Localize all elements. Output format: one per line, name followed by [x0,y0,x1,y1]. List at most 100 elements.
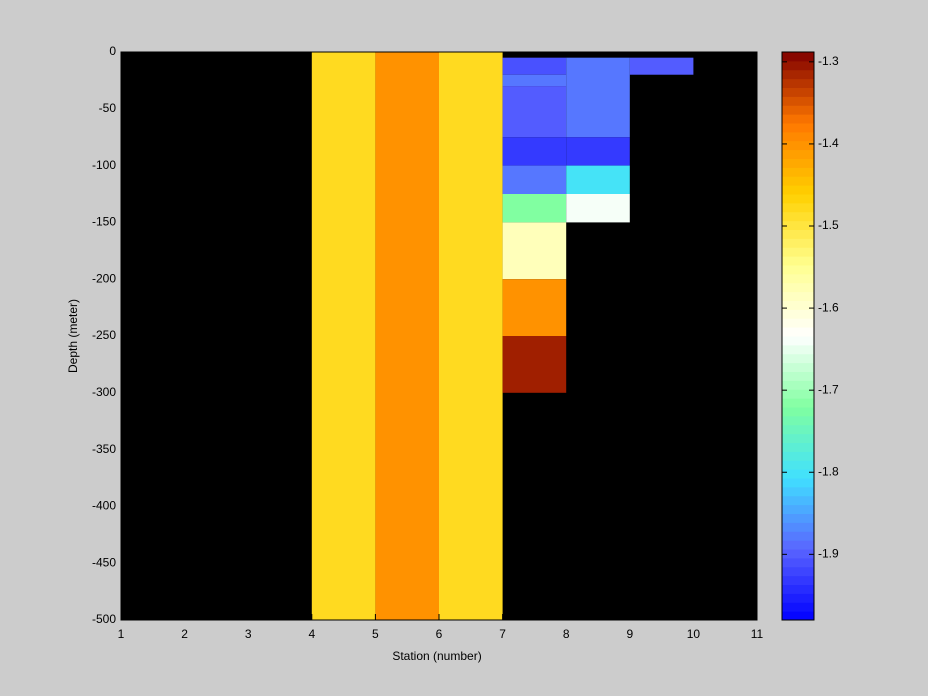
colorbar-swatch [782,291,814,301]
x-tick-label: 3 [245,627,252,641]
heatmap-cell [629,57,694,75]
colorbar-swatch [782,540,814,550]
colorbar-swatch [782,575,814,585]
colorbar-swatch [782,60,814,71]
heatmap-cell [502,165,567,194]
colorbar-swatch [782,362,814,372]
heatmap-cell [502,57,567,75]
x-axis-label: Station (number) [392,649,481,663]
colorbar-swatch [782,531,814,541]
colorbar-swatch [782,398,814,408]
heatmap-cell [502,137,567,166]
colorbar-swatch [782,460,814,470]
colorbar-swatch [782,549,814,559]
y-axis-label: Depth (meter) [66,299,80,373]
colorbar-tick-label: -1.5 [818,218,839,232]
colorbar-swatch [782,220,814,230]
colorbar-swatch [782,602,814,612]
colorbar-swatch [782,265,814,275]
colorbar-swatch [782,96,814,106]
heatmap-cell [502,86,567,138]
colorbar-swatch [782,522,814,532]
colorbar-swatch [782,469,814,479]
colorbar-swatch [782,584,814,594]
colorbar-swatch [782,158,814,168]
heatmap-cell [502,336,567,393]
colorbar-swatch [782,238,814,248]
colorbar-swatch [782,451,814,461]
colorbar-swatch [782,424,814,435]
plot-frame [120,51,758,621]
colorbar-swatch [782,389,814,399]
y-tick-label: -500 [92,612,116,626]
heatmap-cell [566,194,630,223]
colorbar-swatch [782,353,814,364]
heatmap-cell [566,165,630,194]
colorbar-swatch [782,309,814,319]
colorbar-swatch [782,318,814,328]
heatmap-cell [502,194,567,223]
colorbar-swatch [782,273,814,284]
y-tick-label: -100 [92,158,116,172]
colorbar-swatch [782,300,814,310]
colorbar-swatch [782,167,814,177]
y-tick-label: -150 [92,215,116,229]
colorbar-tick-label: -1.9 [818,547,839,561]
x-tick-label: 5 [372,627,379,641]
colorbar-tick-label: -1.7 [818,382,839,396]
colorbar-swatch [782,185,814,195]
colorbar-swatch [782,566,814,577]
colorbar-swatch [782,114,814,124]
colorbar-swatch [782,611,814,621]
colorbar-swatch [782,176,814,186]
y-tick-label: -400 [92,499,116,513]
colorbar-swatch [782,78,814,88]
colorbar-swatch [782,344,814,355]
x-tick-label: 9 [626,627,633,641]
x-tick-label: 2 [181,627,188,641]
colorbar-swatch [782,247,814,257]
colorbar-tick-label: -1.8 [818,464,839,478]
colorbar-swatch [782,504,814,514]
y-tick-label: -200 [92,271,116,285]
colorbar-swatch [782,140,814,151]
colorbar-swatch [782,407,814,417]
colorbar-swatch [782,194,814,204]
colorbar-swatch [782,433,814,443]
heatmap-cell [502,222,567,280]
colorbar-swatch [782,256,814,266]
y-tick-label: -450 [92,555,116,569]
colorbar-swatch [782,336,814,346]
heatmap-cell [375,52,439,620]
colorbar-swatch [782,327,814,337]
x-tick-label: 11 [751,627,764,641]
heatmap-cell [566,137,630,166]
colorbar-swatch [782,380,814,390]
y-tick-label: -250 [92,328,116,342]
colorbar-tick-label: -1.6 [818,300,839,314]
colorbar-swatch [782,69,814,80]
colorbar-swatch [782,105,814,115]
heatmap-cell [502,74,567,87]
colorbar-swatch [782,202,814,213]
colorbar-swatch [782,131,814,142]
x-tick-label: 1 [118,627,125,641]
colorbar-swatch [782,282,814,293]
colorbar-swatch [782,513,814,523]
y-tick-label: -300 [92,385,116,399]
colorbar-swatch [782,557,814,568]
colorbar-swatch [782,123,814,133]
x-tick-label: 7 [499,627,506,641]
colorbar-swatch [782,52,814,62]
colorbar-frame [781,51,815,621]
heatmap-cell [311,52,376,620]
x-tick-label: 10 [687,627,701,641]
colorbar-swatch [782,211,814,222]
y-tick-label: 0 [109,44,116,58]
heatmap-cell [502,279,567,336]
colorbar-tick-label: -1.3 [818,54,839,68]
x-tick-label: 4 [308,627,315,641]
heatmap-cell [566,57,630,138]
colorbar-swatch [782,478,814,488]
